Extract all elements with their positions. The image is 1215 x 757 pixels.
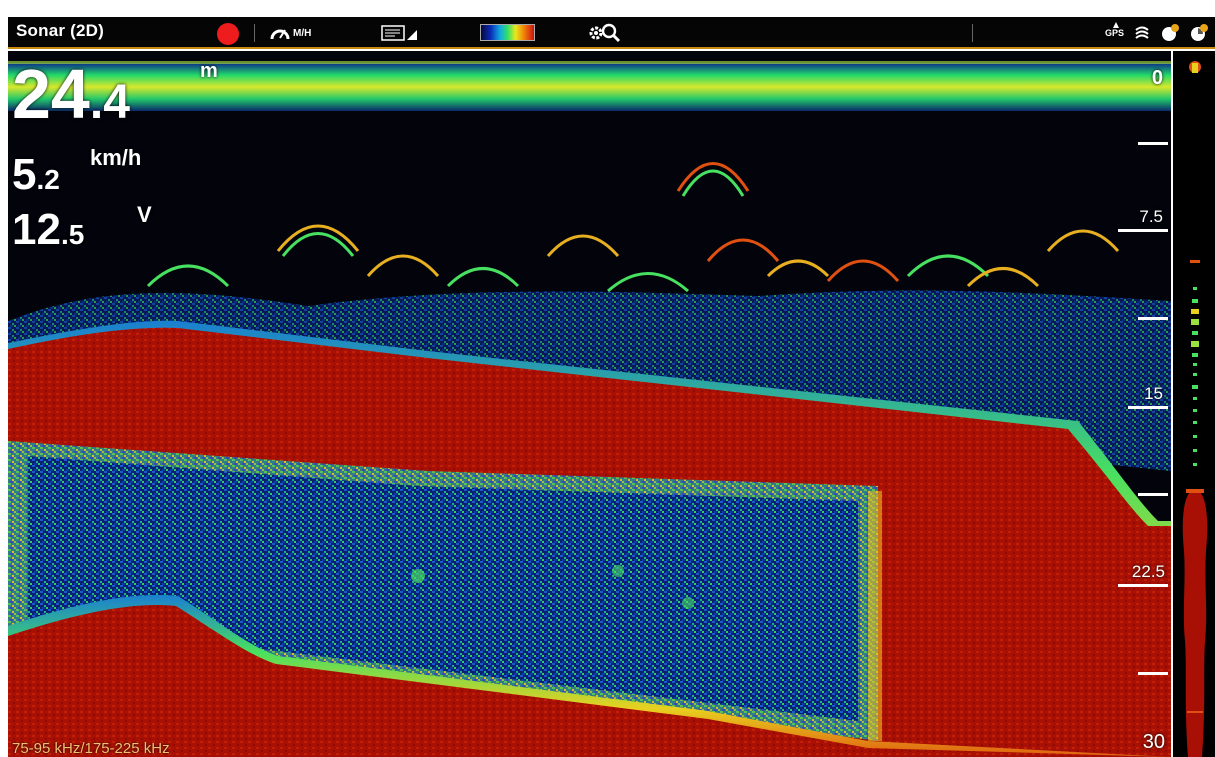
- record-indicator[interactable]: [217, 23, 239, 45]
- title-bar: Sonar (2D) M/H GPS: [8, 17, 1215, 49]
- depth-readout: 24.4 m: [12, 59, 218, 129]
- depth-scale-label: 7.5: [1139, 207, 1163, 226]
- depth-scale-tick: [1118, 229, 1168, 232]
- depth-unit: m: [200, 60, 218, 82]
- voltage-value-whole: 12: [12, 205, 61, 254]
- depth-value-decimal: .4: [89, 76, 130, 129]
- depth-scale-tick: [1138, 672, 1168, 675]
- depth-scale-tick: [1138, 317, 1168, 320]
- palette-button[interactable]: [480, 24, 535, 41]
- toolbar-divider: [972, 24, 973, 42]
- depth-scale-tick: [1118, 584, 1168, 587]
- depth-scale-tick: [1138, 493, 1168, 496]
- speed-readout: 5.2 km/h: [12, 147, 141, 199]
- speed-units-label: M/H: [293, 27, 312, 39]
- sonar-settings-zoom-button[interactable]: [588, 23, 622, 43]
- display-icon: [381, 25, 417, 41]
- compass-icon: [1162, 24, 1179, 41]
- speedometer-icon: [270, 29, 290, 40]
- depth-value-whole: 24: [12, 55, 90, 133]
- voltage-value-decimal: .5: [60, 219, 85, 250]
- speed-value-decimal: .2: [36, 164, 60, 195]
- voltage-unit: V: [137, 202, 152, 227]
- toolbar-divider: [254, 24, 255, 42]
- sonar-icon: [1135, 26, 1149, 39]
- display-mode-button[interactable]: [381, 23, 419, 43]
- speed-unit: km/h: [90, 145, 142, 170]
- status-icons: GPS: [1105, 22, 1209, 44]
- sonar-view[interactable]: 24.4 m 5.2 km/h 12.5 V 0 7.5 15 22.5 30: [8, 51, 1215, 757]
- gear-zoom-icon: [589, 23, 621, 43]
- a-scope-graph: [1182, 61, 1208, 757]
- timer-icon: [1191, 24, 1208, 41]
- speed-value-whole: 5: [12, 150, 37, 199]
- frequency-label: 75-95 kHz/175-225 kHz: [12, 740, 170, 757]
- depth-scale-tick: [1128, 406, 1168, 409]
- sonar-image: [8, 61, 1171, 757]
- a-scope: [1171, 51, 1215, 757]
- depth-scale-label: 22.5: [1131, 562, 1165, 581]
- speed-units-button[interactable]: M/H: [270, 23, 311, 43]
- top-margin: [0, 0, 1215, 17]
- page-title: Sonar (2D): [16, 21, 104, 40]
- depth-scale-label: 30: [1142, 731, 1165, 753]
- depth-scale-label: 15: [1144, 384, 1163, 403]
- gps-icon: GPS: [1104, 22, 1124, 38]
- voltage-readout: 12.5 V: [12, 204, 152, 254]
- depth-scale-label: 0: [1151, 67, 1163, 89]
- depth-scale-tick: [1138, 142, 1168, 145]
